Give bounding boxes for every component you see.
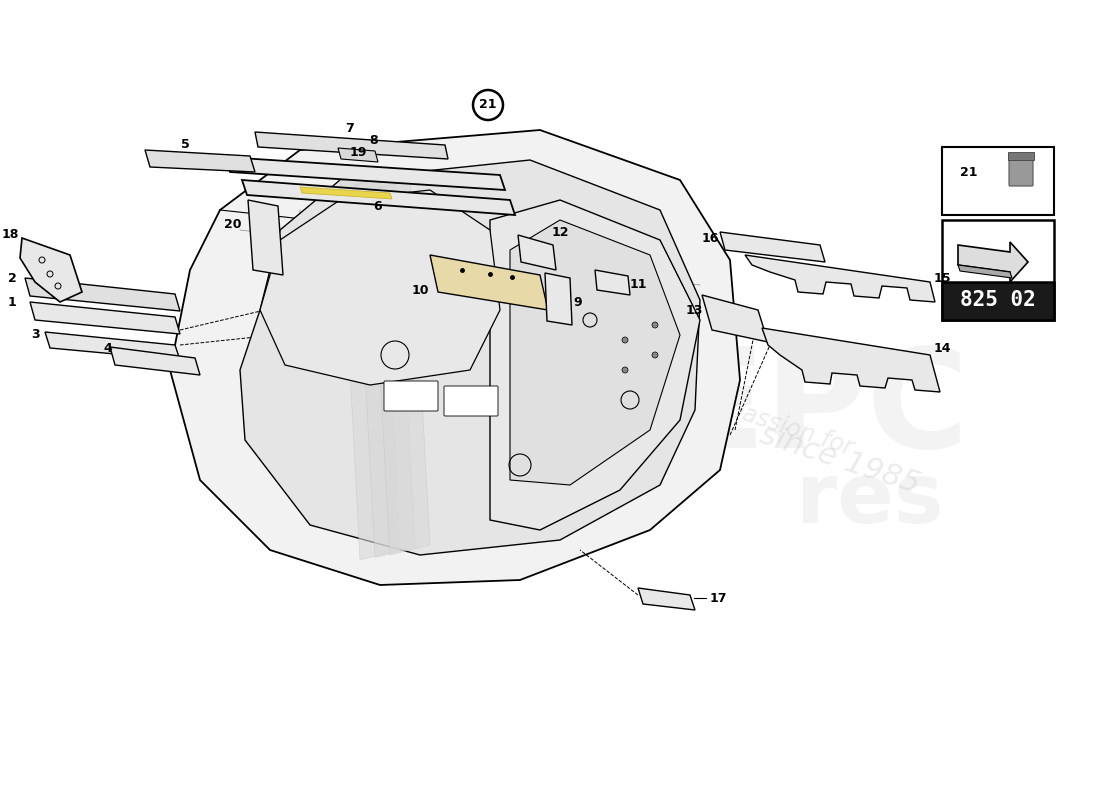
Text: 19: 19 [350,146,366,159]
Text: 13: 13 [685,303,703,317]
Text: 16: 16 [702,231,718,245]
Polygon shape [638,588,695,610]
Polygon shape [25,278,180,311]
Polygon shape [702,295,768,342]
Circle shape [621,367,628,373]
Polygon shape [518,235,556,270]
Polygon shape [720,232,825,262]
Text: 10: 10 [411,283,429,297]
FancyBboxPatch shape [444,386,498,416]
Polygon shape [355,175,415,558]
Polygon shape [110,347,200,375]
Polygon shape [490,200,700,530]
Polygon shape [170,130,740,585]
Polygon shape [226,157,505,190]
Polygon shape [958,242,1028,282]
Polygon shape [1008,152,1034,160]
FancyBboxPatch shape [384,381,438,411]
FancyBboxPatch shape [1009,154,1033,186]
Text: 1: 1 [8,295,16,309]
Text: 825 02: 825 02 [960,290,1036,310]
Text: res: res [796,459,944,541]
Text: since 1985: since 1985 [757,421,924,499]
Polygon shape [300,187,392,199]
FancyBboxPatch shape [942,147,1054,215]
FancyBboxPatch shape [942,282,1054,320]
Polygon shape [370,180,430,555]
Polygon shape [248,200,283,275]
Circle shape [473,90,503,120]
Text: 20: 20 [224,218,242,231]
Text: 15: 15 [933,271,950,285]
Circle shape [621,337,628,343]
Text: 4: 4 [103,342,112,354]
Text: a passion for: a passion for [704,390,856,460]
Text: 2: 2 [8,271,16,285]
Text: 21: 21 [960,166,978,178]
Text: 3: 3 [32,327,41,341]
Text: 6: 6 [374,201,383,214]
Polygon shape [762,328,940,392]
Text: 14: 14 [933,342,950,354]
Polygon shape [260,190,500,385]
Text: 18: 18 [1,229,19,242]
Polygon shape [45,332,180,360]
Polygon shape [338,148,378,162]
Polygon shape [745,255,935,302]
Text: 12: 12 [551,226,569,238]
Polygon shape [240,160,700,555]
Text: 5: 5 [180,138,189,151]
Polygon shape [255,132,448,159]
Polygon shape [20,238,82,302]
Circle shape [652,352,658,358]
Polygon shape [145,150,255,172]
Polygon shape [544,273,572,325]
Polygon shape [30,302,180,334]
Text: 11: 11 [629,278,647,290]
Polygon shape [595,270,630,295]
FancyBboxPatch shape [942,220,1054,320]
Polygon shape [242,180,515,215]
Text: 21: 21 [480,98,497,111]
Text: 8: 8 [370,134,378,146]
Polygon shape [430,255,548,310]
Circle shape [652,322,658,328]
Text: 7: 7 [345,122,354,134]
Text: 9: 9 [574,295,582,309]
Text: 17: 17 [710,591,727,605]
Polygon shape [340,170,400,560]
Text: EPC: EPC [671,342,969,478]
Polygon shape [510,220,680,485]
Polygon shape [958,265,1012,278]
